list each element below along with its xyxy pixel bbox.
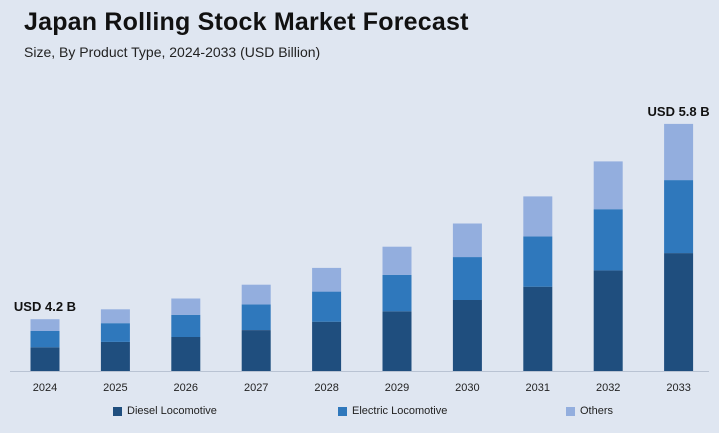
bar-2033-diesel-locomotive xyxy=(664,253,694,371)
bar-2026-diesel-locomotive xyxy=(171,337,201,371)
x-tick-label-2028: 2028 xyxy=(314,382,338,394)
bar-2029-others xyxy=(382,246,412,275)
legend-item-electric: Electric Locomotive xyxy=(338,405,447,417)
x-tick-label-2024: 2024 xyxy=(33,382,57,394)
x-tick-label-2031: 2031 xyxy=(526,382,550,394)
bar-2025-others xyxy=(100,309,130,324)
x-tick-label-2033: 2033 xyxy=(666,382,690,394)
legend-swatch-diesel xyxy=(113,406,122,416)
bar-2031-diesel-locomotive xyxy=(523,286,553,371)
bar-2027-others xyxy=(241,284,271,305)
callout-2033: USD 5.8 B xyxy=(648,104,710,119)
bar-2033-others xyxy=(664,123,694,181)
x-tick-label-2027: 2027 xyxy=(244,382,268,394)
bar-2032-diesel-locomotive xyxy=(593,270,623,371)
bar-2027-electric-locomotive xyxy=(241,304,271,330)
legend-item-others: Others xyxy=(566,405,613,417)
legend-label-diesel: Diesel Locomotive xyxy=(127,405,217,417)
bar-2024-electric-locomotive xyxy=(30,331,60,348)
bar-2031-electric-locomotive xyxy=(523,236,553,287)
bar-2030-others xyxy=(452,223,482,257)
bar-2026-others xyxy=(171,298,201,315)
bar-2025-electric-locomotive xyxy=(100,323,130,342)
legend-label-others: Others xyxy=(580,405,614,417)
bar-2028-others xyxy=(312,267,342,292)
bar-2028-diesel-locomotive xyxy=(312,321,342,371)
bar-2032-others xyxy=(593,161,623,210)
bar-2030-diesel-locomotive xyxy=(452,300,482,371)
bar-2029-diesel-locomotive xyxy=(382,311,412,371)
chart-legend: Diesel Locomotive Electric Locomotive Ot… xyxy=(0,405,719,425)
bar-2026-electric-locomotive xyxy=(171,314,201,337)
legend-item-diesel: Diesel Locomotive xyxy=(113,405,217,417)
bar-2031-others xyxy=(523,196,553,237)
bar-2028-electric-locomotive xyxy=(312,291,342,322)
bar-2024-others xyxy=(30,319,60,331)
bar-2024-diesel-locomotive xyxy=(30,347,60,371)
legend-label-electric: Electric Locomotive xyxy=(352,405,448,417)
bar-2029-electric-locomotive xyxy=(382,274,412,312)
x-tick-label-2026: 2026 xyxy=(174,382,198,394)
chart-title: Japan Rolling Stock Market Forecast xyxy=(24,8,469,36)
x-tick-label-2032: 2032 xyxy=(596,382,620,394)
bar-2033-electric-locomotive xyxy=(664,180,694,254)
bar-2027-diesel-locomotive xyxy=(241,330,271,371)
bar-2025-diesel-locomotive xyxy=(100,341,130,371)
bar-2032-electric-locomotive xyxy=(593,209,623,271)
callout-2024: USD 4.2 B xyxy=(14,299,76,314)
bar-2030-electric-locomotive xyxy=(452,257,482,300)
x-tick-label-2030: 2030 xyxy=(455,382,479,394)
x-tick-label-2029: 2029 xyxy=(385,382,409,394)
legend-swatch-others xyxy=(566,406,575,416)
legend-swatch-electric xyxy=(338,406,347,416)
chart-subtitle: Size, By Product Type, 2024-2033 (USD Bi… xyxy=(24,44,321,60)
x-tick-label-2025: 2025 xyxy=(103,382,127,394)
